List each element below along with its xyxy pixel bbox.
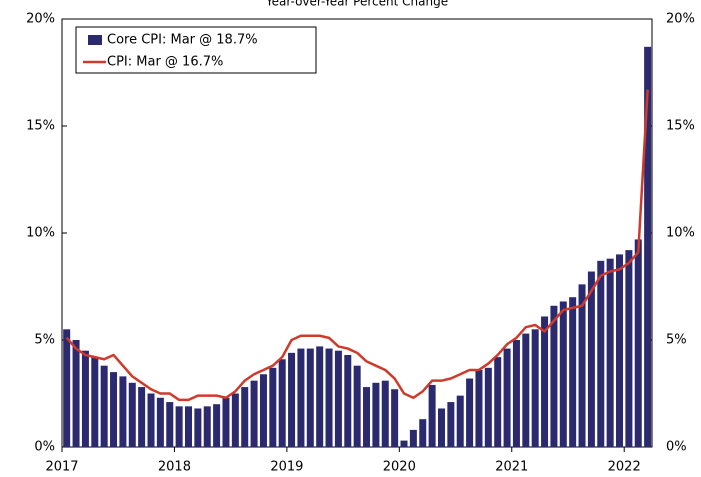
bar <box>644 46 652 447</box>
bar <box>447 402 455 447</box>
bar <box>625 250 633 447</box>
bar <box>494 357 502 447</box>
bar <box>72 340 80 447</box>
bar <box>606 258 614 447</box>
bar <box>306 348 314 447</box>
bar <box>503 348 511 447</box>
bar <box>419 419 427 447</box>
y-tick-label: 5% <box>34 333 55 348</box>
x-tick-label: 2020 <box>383 460 416 475</box>
bar <box>156 397 164 447</box>
bar <box>231 393 239 447</box>
bar <box>409 429 417 447</box>
y2-tick-label: 10% <box>666 226 695 241</box>
bar <box>597 260 605 447</box>
bar <box>222 397 230 447</box>
bar <box>466 378 474 447</box>
x-tick-label: 2017 <box>45 460 78 475</box>
y-tick-label: 0% <box>34 440 55 455</box>
bar <box>391 389 399 447</box>
bar <box>531 329 539 447</box>
bar <box>100 365 108 447</box>
bar <box>363 387 371 447</box>
bar <box>119 376 127 447</box>
bar <box>166 402 174 447</box>
bar <box>213 404 221 447</box>
y-tick-label: 15% <box>26 119 55 134</box>
bar <box>81 350 89 447</box>
chart-title: Year-over-Year Percent Change <box>265 0 448 9</box>
bar <box>428 384 436 447</box>
bar <box>587 271 595 447</box>
legend-box <box>75 26 317 74</box>
x-tick-label: 2022 <box>608 460 641 475</box>
bar <box>250 380 258 447</box>
bar <box>203 406 211 447</box>
bar <box>259 374 267 447</box>
bar <box>297 348 305 447</box>
y2-tick-label: 15% <box>666 119 695 134</box>
bar <box>616 254 624 447</box>
bar <box>550 305 558 447</box>
bar <box>475 369 483 447</box>
bar <box>288 352 296 447</box>
bar <box>194 408 202 447</box>
bar <box>372 382 380 447</box>
bar <box>344 354 352 447</box>
bar <box>138 387 146 447</box>
line <box>65 89 649 402</box>
bar <box>484 367 492 447</box>
bar <box>353 365 361 447</box>
x-tick-label: 2018 <box>158 460 191 475</box>
bar <box>325 348 333 447</box>
y2-tick-label: 0% <box>666 440 687 455</box>
x-tick-label: 2021 <box>495 460 528 475</box>
bar <box>381 380 389 447</box>
y2-tick-label: 5% <box>666 333 687 348</box>
bar <box>278 359 286 447</box>
bar <box>437 408 445 447</box>
bar <box>269 367 277 447</box>
bar <box>456 395 464 447</box>
bar <box>241 387 249 447</box>
bar <box>316 346 324 447</box>
x-tick-label: 2019 <box>270 460 303 475</box>
bar <box>175 406 183 447</box>
bar <box>578 284 586 447</box>
y2-tick-label: 20% <box>666 12 695 27</box>
bar <box>569 297 577 447</box>
legend-swatch <box>88 35 102 45</box>
legend-label: CPI: Mar @ 16.7% <box>107 55 223 70</box>
bar <box>512 340 520 447</box>
bar <box>184 406 192 447</box>
bar <box>334 350 342 447</box>
bar <box>63 329 71 447</box>
bar <box>522 333 530 447</box>
bar <box>559 301 567 447</box>
y-tick-label: 20% <box>26 12 55 27</box>
bar <box>147 393 155 447</box>
y-tick-label: 10% <box>26 226 55 241</box>
bar <box>128 382 136 447</box>
bar <box>634 239 642 447</box>
bar <box>541 316 549 447</box>
legend-label: Core CPI: Mar @ 18.7% <box>107 33 258 48</box>
bar <box>110 372 118 447</box>
bar <box>91 357 99 447</box>
bar <box>400 440 408 447</box>
